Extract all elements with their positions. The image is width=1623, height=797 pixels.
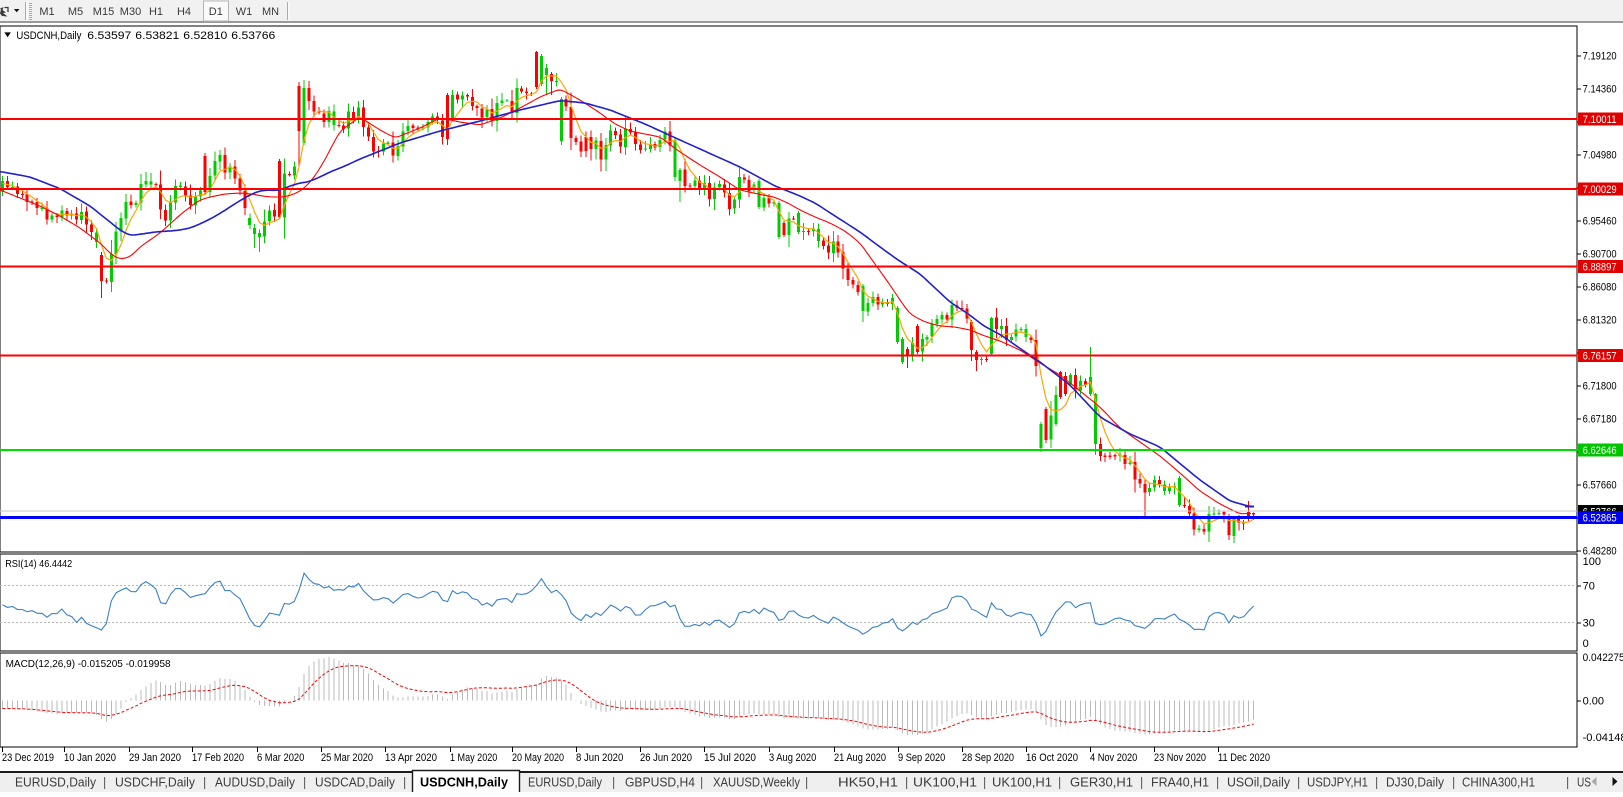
svg-text:6.71800: 6.71800 [1583, 381, 1617, 393]
svg-text:6.53821: 6.53821 [135, 30, 179, 42]
svg-text:6.67180: 6.67180 [1583, 414, 1617, 426]
svg-text:USDCAD,Daily: USDCAD,Daily [315, 776, 396, 790]
svg-text:|: | [983, 776, 986, 790]
svg-text:W1: W1 [236, 6, 253, 18]
svg-text:UK100,H1: UK100,H1 [913, 776, 977, 790]
svg-text:|: | [612, 776, 615, 790]
svg-text:AUDUSD,Daily: AUDUSD,Daily [215, 776, 296, 790]
svg-text:10 Jan 2020: 10 Jan 2020 [64, 752, 116, 764]
svg-text:|: | [403, 776, 406, 790]
svg-text:28 Sep 2020: 28 Sep 2020 [962, 752, 1014, 764]
svg-text:6 Mar 2020: 6 Mar 2020 [257, 752, 304, 764]
svg-text:7.10011: 7.10011 [1583, 114, 1617, 126]
svg-text:|: | [1566, 776, 1569, 790]
svg-text:EURUSD,Daily: EURUSD,Daily [15, 776, 97, 790]
svg-text:|: | [1297, 776, 1300, 790]
svg-text:H1: H1 [149, 6, 163, 18]
svg-text:6.76157: 6.76157 [1583, 351, 1617, 363]
svg-text:3 Aug 2020: 3 Aug 2020 [769, 752, 816, 764]
svg-text:6.86080: 6.86080 [1583, 282, 1617, 294]
svg-text:CHINA300,H1: CHINA300,H1 [1462, 776, 1535, 790]
svg-text:29 Jan 2020: 29 Jan 2020 [129, 752, 181, 764]
svg-text:D1: D1 [209, 6, 223, 18]
svg-text:0.042275: 0.042275 [1583, 652, 1623, 664]
svg-text:6.52865: 6.52865 [1583, 513, 1617, 525]
svg-text:6.53766: 6.53766 [231, 30, 275, 42]
svg-text:6.81320: 6.81320 [1583, 315, 1617, 327]
svg-text:EURUSD,Daily: EURUSD,Daily [528, 776, 603, 790]
svg-text:26 Jun 2020: 26 Jun 2020 [640, 752, 692, 764]
svg-text:1 May 2020: 1 May 2020 [450, 752, 497, 764]
svg-text:GER30,H1: GER30,H1 [1070, 776, 1133, 790]
svg-text:23 Dec 2019: 23 Dec 2019 [2, 752, 54, 764]
svg-text:7.19120: 7.19120 [1583, 51, 1617, 63]
svg-text:|: | [103, 776, 106, 790]
svg-text:M15: M15 [93, 6, 114, 18]
svg-text:RSI(14) 46.4442: RSI(14) 46.4442 [5, 558, 72, 570]
svg-text:HK50,H1: HK50,H1 [838, 776, 898, 790]
svg-text:|: | [1375, 776, 1378, 790]
svg-text:H4: H4 [177, 6, 191, 18]
svg-text:USOil,Daily: USOil,Daily [1227, 776, 1291, 790]
svg-text:MN: MN [262, 6, 279, 18]
svg-text:20 May 2020: 20 May 2020 [512, 752, 564, 764]
svg-text:USDCNH,Daily: USDCNH,Daily [420, 776, 508, 790]
svg-text:0.00: 0.00 [1583, 696, 1604, 708]
svg-text:M1: M1 [39, 6, 54, 18]
svg-text:17 Feb 2020: 17 Feb 2020 [192, 752, 244, 764]
svg-text:GBPUSD,H4: GBPUSD,H4 [625, 776, 695, 790]
svg-text:100: 100 [1583, 556, 1601, 568]
svg-text:6.88897: 6.88897 [1583, 262, 1617, 274]
svg-text:6.90700: 6.90700 [1583, 249, 1617, 261]
svg-text:|: | [1140, 776, 1143, 790]
svg-text:MACD(12,26,9) -0.015205 -0.019: MACD(12,26,9) -0.015205 -0.019958 [6, 658, 171, 670]
svg-text:FRA40,H1: FRA40,H1 [1151, 776, 1209, 790]
svg-text:XAUUSD,Weekly: XAUUSD,Weekly [713, 776, 801, 790]
svg-text:30: 30 [1583, 618, 1595, 630]
svg-text:USDJPY,H1: USDJPY,H1 [1307, 776, 1368, 790]
svg-text:13 Apr 2020: 13 Apr 2020 [385, 752, 437, 764]
svg-text:11 Dec 2020: 11 Dec 2020 [1218, 752, 1270, 764]
svg-text:6.52810: 6.52810 [183, 30, 227, 42]
svg-text:USDCNH,Daily: USDCNH,Daily [16, 30, 81, 42]
svg-text:|: | [1452, 776, 1455, 790]
svg-text:4 Nov 2020: 4 Nov 2020 [1090, 752, 1137, 764]
svg-text:23 Nov 2020: 23 Nov 2020 [1154, 752, 1206, 764]
svg-text:70: 70 [1583, 581, 1595, 593]
svg-text:6.62646: 6.62646 [1583, 445, 1617, 457]
svg-text:M30: M30 [120, 6, 141, 18]
svg-text:7.14360: 7.14360 [1583, 84, 1617, 96]
svg-text:US: US [1577, 776, 1591, 790]
svg-text:15 Jul 2020: 15 Jul 2020 [704, 752, 756, 764]
svg-text:|: | [905, 776, 908, 790]
svg-text:6.57660: 6.57660 [1583, 480, 1617, 492]
svg-text:9 Sep 2020: 9 Sep 2020 [898, 752, 945, 764]
svg-text:0: 0 [1583, 638, 1589, 650]
svg-text:|: | [700, 776, 703, 790]
svg-text:-0.04148: -0.04148 [1583, 732, 1623, 744]
svg-text:8 Jun 2020: 8 Jun 2020 [576, 752, 623, 764]
svg-text:|: | [1058, 776, 1061, 790]
svg-text:USDCHF,Daily: USDCHF,Daily [115, 776, 196, 790]
svg-text:M5: M5 [68, 6, 83, 18]
svg-text:DJ30,Daily: DJ30,Daily [1386, 776, 1445, 790]
svg-text:UK100,H1: UK100,H1 [992, 776, 1052, 790]
svg-text:6.95460: 6.95460 [1583, 216, 1617, 228]
svg-text:7.04980: 7.04980 [1583, 150, 1617, 162]
svg-text:7.00029: 7.00029 [1583, 184, 1617, 196]
svg-text:25 Mar 2020: 25 Mar 2020 [321, 752, 373, 764]
svg-text:|: | [203, 776, 206, 790]
svg-text:|: | [805, 776, 808, 790]
svg-text:6.53597: 6.53597 [87, 30, 131, 42]
svg-text:|: | [1216, 776, 1219, 790]
svg-text:21 Aug 2020: 21 Aug 2020 [834, 752, 886, 764]
svg-text:|: | [303, 776, 306, 790]
svg-text:16 Oct 2020: 16 Oct 2020 [1026, 752, 1078, 764]
svg-text:6.48280: 6.48280 [1583, 546, 1617, 558]
